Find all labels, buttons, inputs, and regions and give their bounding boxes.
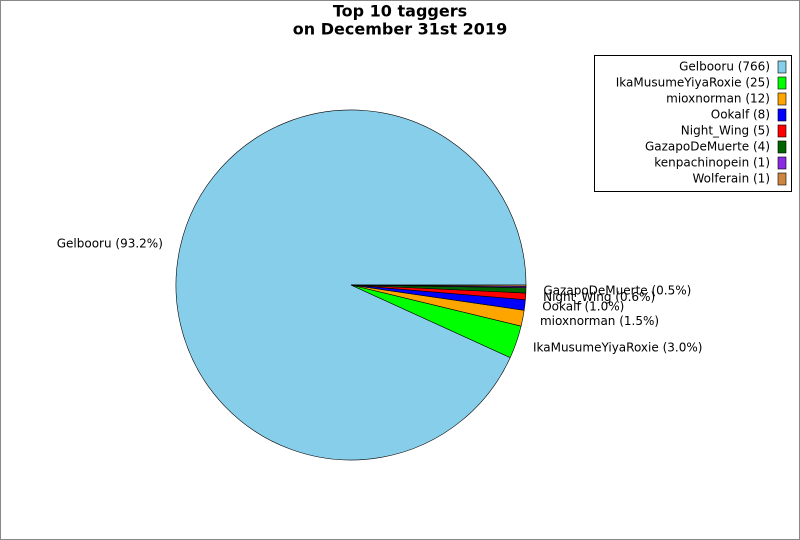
legend-swatch — [777, 92, 787, 106]
legend-label: GazapoDeMuerte (4) — [645, 140, 770, 154]
slice-label: IkaMusumeYiyaRoxie (3.0%) — [533, 340, 702, 354]
chart-title: on December 31st 2019 — [293, 20, 507, 39]
slice-label: GazapoDeMuerte (0.5%) — [543, 283, 691, 297]
legend-label: IkaMusumeYiyaRoxie (25) — [616, 76, 770, 90]
legend-swatch — [777, 140, 787, 154]
legend-label: Night_Wing (5) — [681, 124, 770, 138]
legend-swatch — [777, 60, 787, 74]
legend-box — [594, 55, 792, 192]
chart-title: Top 10 taggers — [333, 2, 467, 21]
legend-label: mioxnorman (12) — [666, 92, 770, 106]
legend-swatch — [777, 124, 787, 138]
pie-slice — [350, 284, 527, 287]
legend-label: Wolferain (1) — [693, 172, 770, 186]
legend-swatch — [777, 76, 787, 90]
slice-label: Gelbooru (93.2%) — [57, 237, 163, 251]
legend-swatch — [777, 172, 787, 186]
slice-label: Ookalf (1.0%) — [542, 300, 624, 314]
legend-label: Ookalf (8) — [711, 108, 770, 122]
legend-label: Gelbooru (766) — [679, 60, 770, 74]
legend-swatch — [777, 156, 787, 170]
slice-label: mioxnorman (1.5%) — [540, 314, 659, 328]
legend-swatch — [777, 108, 787, 122]
legend-label: kenpachinopein (1) — [654, 156, 770, 170]
slice-label: Night_Wing (0.6%) — [543, 290, 655, 304]
